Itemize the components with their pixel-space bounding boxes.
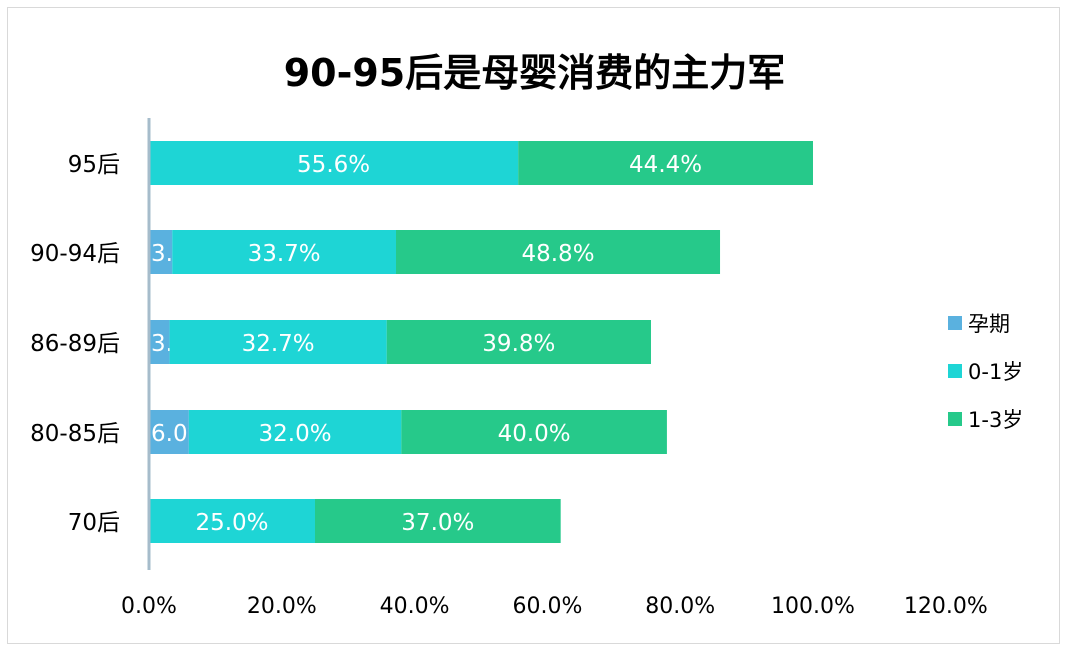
x-tick-label: 100.0% [771,594,855,619]
bar-segment [396,230,721,274]
chart-border [7,7,1060,644]
bar-segment [518,141,813,185]
x-tick-label: 40.0% [380,594,450,619]
chart-title: 90-95后是母婴消费的主力军 [283,51,786,95]
data-label: 39.8% [482,331,555,357]
bar-segment [401,410,667,454]
bar-segment [386,320,651,364]
bar-segment [315,499,561,543]
data-label: 40.0% [498,421,571,447]
data-label: 32.7% [242,331,315,357]
bar-segment [149,499,315,543]
category-label: 95后 [68,152,120,178]
x-tick-label: 60.0% [512,594,582,619]
category-label: 70后 [68,510,120,536]
legend-swatch [948,412,962,426]
bar-segment [149,230,173,274]
category-label: 86-89后 [30,331,120,357]
data-label: 33.7% [248,241,321,267]
bar-segment [172,230,397,274]
bar-segment [149,320,170,364]
bar-segment [149,141,519,185]
data-label: 48.8% [521,241,594,267]
bar-segment [188,410,402,454]
data-label: 44.4% [629,152,702,178]
data-label: 32.0% [259,421,332,447]
category-label: 90-94后 [30,241,120,267]
x-tick-label: 0.0% [121,594,177,619]
data-label: 55.6% [297,152,370,178]
category-label: 80-85后 [30,421,120,447]
legend-label: 1-3岁 [968,408,1023,432]
data-label: 25.0% [195,510,268,536]
data-label: 37.0% [401,510,474,536]
legend-swatch [948,316,962,330]
bar-segment [169,320,387,364]
legend-label: 0-1岁 [968,360,1023,384]
legend-swatch [948,364,962,378]
x-tick-label: 120.0% [904,594,988,619]
x-tick-label: 80.0% [645,594,715,619]
x-tick-label: 20.0% [247,594,317,619]
legend-label: 孕期 [968,312,1010,336]
bar-segment [149,410,189,454]
